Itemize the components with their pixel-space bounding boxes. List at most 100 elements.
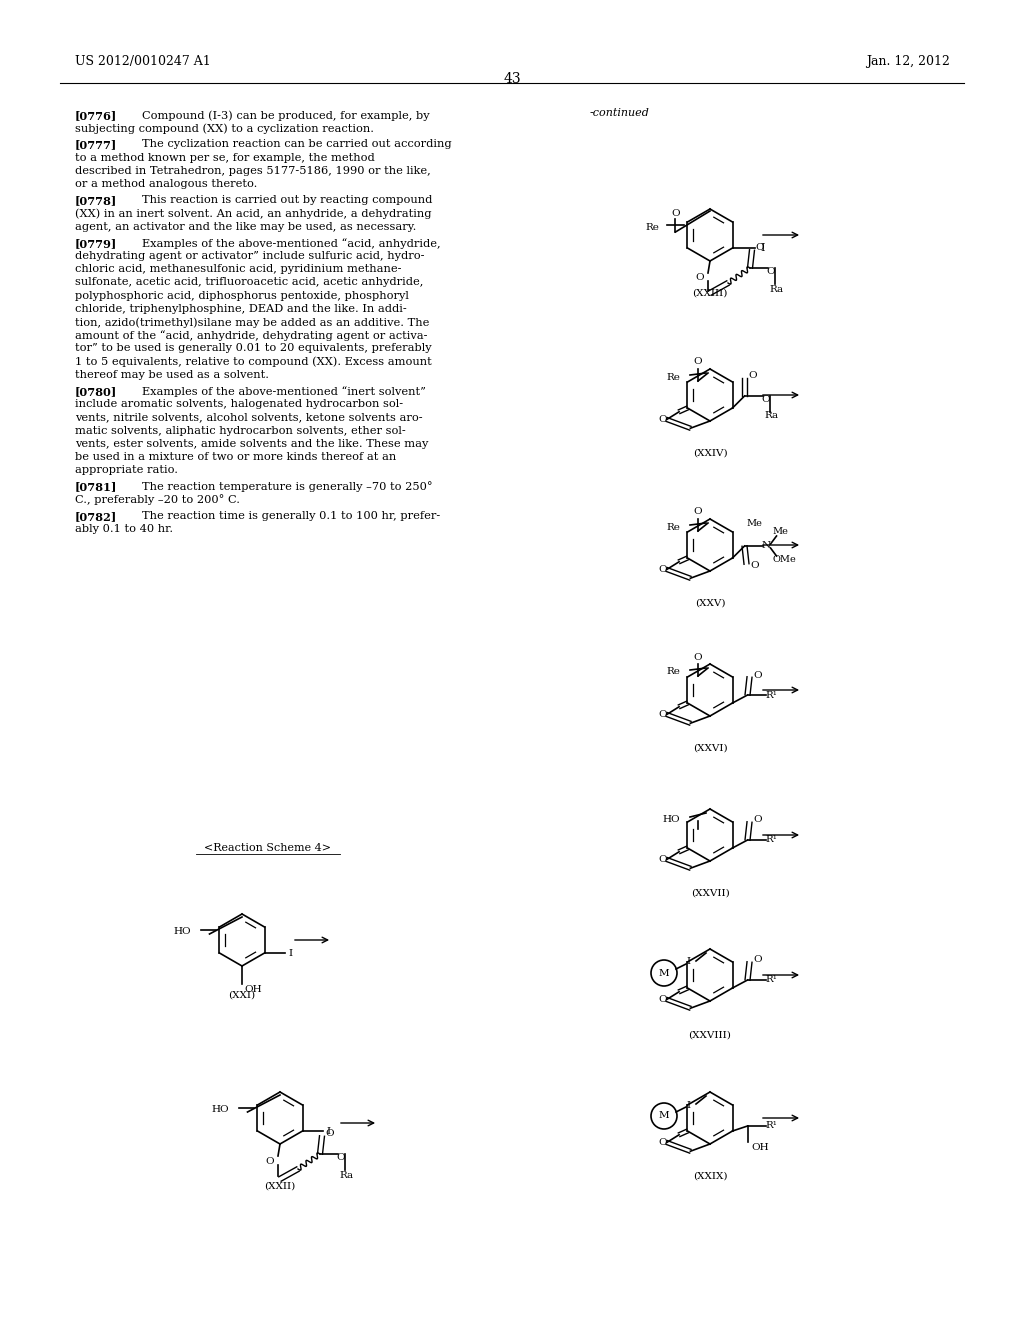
Text: include aromatic solvents, halogenated hydrocarbon sol-: include aromatic solvents, halogenated h…	[75, 399, 403, 409]
Text: O: O	[754, 816, 762, 825]
Text: 1 to 5 equivalents, relative to compound (XX). Excess amount: 1 to 5 equivalents, relative to compound…	[75, 356, 432, 367]
Text: (XXII): (XXII)	[264, 1181, 296, 1191]
Text: Ra: Ra	[770, 285, 784, 294]
Text: be used in a mixture of two or more kinds thereof at an: be used in a mixture of two or more kind…	[75, 451, 396, 462]
Text: HO: HO	[174, 928, 191, 936]
Text: I: I	[687, 957, 691, 966]
Text: [0780]: [0780]	[75, 385, 118, 397]
Text: (XX) in an inert solvent. An acid, an anhydride, a dehydrating: (XX) in an inert solvent. An acid, an an…	[75, 209, 431, 219]
Text: US 2012/0010247 A1: US 2012/0010247 A1	[75, 55, 211, 69]
Text: O: O	[658, 855, 667, 865]
Text: appropriate ratio.: appropriate ratio.	[75, 465, 178, 475]
Text: Me: Me	[772, 528, 788, 536]
Text: to a method known per se, for example, the method: to a method known per se, for example, t…	[75, 153, 375, 162]
Text: [0782]: [0782]	[75, 511, 118, 521]
Text: O: O	[693, 507, 702, 516]
Text: Re: Re	[667, 372, 680, 381]
Text: O: O	[326, 1130, 334, 1138]
Text: Re: Re	[667, 523, 680, 532]
Text: O: O	[658, 1138, 667, 1147]
Text: [0777]: [0777]	[75, 140, 118, 150]
Text: N: N	[762, 541, 771, 550]
Text: [0779]: [0779]	[75, 238, 118, 248]
Text: matic solvents, aliphatic hydrocarbon solvents, ether sol-: matic solvents, aliphatic hydrocarbon so…	[75, 425, 406, 436]
Text: O: O	[658, 710, 667, 719]
Text: thereof may be used as a solvent.: thereof may be used as a solvent.	[75, 370, 269, 380]
Text: ably 0.1 to 40 hr.: ably 0.1 to 40 hr.	[75, 524, 173, 535]
Text: I: I	[687, 1101, 691, 1110]
Text: sulfonate, acetic acid, trifluoroacetic acid, acetic anhydride,: sulfonate, acetic acid, trifluoroacetic …	[75, 277, 423, 288]
Text: Re: Re	[645, 223, 659, 231]
Text: O: O	[754, 956, 762, 965]
Text: R¹: R¹	[766, 1122, 777, 1130]
Text: The cyclization reaction can be carried out according: The cyclization reaction can be carried …	[142, 140, 452, 149]
Text: I: I	[289, 949, 293, 957]
Text: The reaction temperature is generally –70 to 250°: The reaction temperature is generally –7…	[142, 482, 432, 492]
Text: Examples of the above-mentioned “acid, anhydride,: Examples of the above-mentioned “acid, a…	[142, 238, 440, 248]
Text: O: O	[265, 1156, 274, 1166]
Text: R¹: R¹	[766, 975, 777, 985]
Text: R¹: R¹	[766, 690, 777, 700]
Text: OH: OH	[752, 1143, 769, 1152]
Text: O: O	[693, 358, 702, 367]
Text: O: O	[658, 565, 667, 574]
Text: chloride, triphenylphosphine, DEAD and the like. In addi-: chloride, triphenylphosphine, DEAD and t…	[75, 304, 407, 314]
Text: O: O	[695, 272, 705, 281]
Text: O: O	[693, 652, 702, 661]
Text: Compound (I-3) can be produced, for example, by: Compound (I-3) can be produced, for exam…	[142, 110, 430, 120]
Text: The reaction time is generally 0.1 to 100 hr, prefer-: The reaction time is generally 0.1 to 10…	[142, 511, 440, 521]
Text: (XXI): (XXI)	[228, 990, 256, 999]
Text: Jan. 12, 2012: Jan. 12, 2012	[866, 55, 950, 69]
Text: O: O	[658, 995, 667, 1005]
Text: chloric acid, methanesulfonic acid, pyridinium methane-: chloric acid, methanesulfonic acid, pyri…	[75, 264, 401, 275]
Text: (XXVII): (XXVII)	[690, 888, 729, 898]
Text: Ra: Ra	[340, 1171, 354, 1180]
Text: C., preferably –20 to 200° C.: C., preferably –20 to 200° C.	[75, 495, 240, 506]
Text: O: O	[756, 243, 764, 252]
Text: [0781]: [0781]	[75, 482, 118, 492]
Text: HO: HO	[663, 814, 680, 824]
Text: (XXIII): (XXIII)	[692, 289, 728, 297]
Text: amount of the “acid, anhydride, dehydrating agent or activa-: amount of the “acid, anhydride, dehydrat…	[75, 330, 427, 341]
Text: Ra: Ra	[765, 412, 778, 421]
Text: M: M	[658, 1111, 670, 1121]
Text: I: I	[327, 1126, 331, 1135]
Text: O: O	[767, 267, 775, 276]
Text: OH: OH	[244, 986, 261, 994]
Text: (XXVIII): (XXVIII)	[688, 1031, 731, 1040]
Text: 43: 43	[503, 73, 521, 86]
Text: HO: HO	[212, 1106, 229, 1114]
Text: O: O	[658, 414, 667, 424]
Text: tor” to be used is generally 0.01 to 20 equivalents, preferably: tor” to be used is generally 0.01 to 20 …	[75, 343, 432, 354]
Text: described in Tetrahedron, pages 5177-5186, 1990 or the like,: described in Tetrahedron, pages 5177-518…	[75, 166, 431, 176]
Text: [0778]: [0778]	[75, 195, 118, 206]
Text: (XXIV): (XXIV)	[692, 449, 727, 458]
Text: (XXIX): (XXIX)	[693, 1172, 727, 1180]
Text: OMe: OMe	[773, 556, 797, 565]
Text: vents, nitrile solvents, alcohol solvents, ketone solvents aro-: vents, nitrile solvents, alcohol solvent…	[75, 412, 423, 422]
Text: Examples of the above-mentioned “inert solvent”: Examples of the above-mentioned “inert s…	[142, 385, 426, 397]
Text: or a method analogous thereto.: or a method analogous thereto.	[75, 180, 257, 189]
Text: agent, an activator and the like may be used, as necessary.: agent, an activator and the like may be …	[75, 222, 417, 231]
Text: This reaction is carried out by reacting compound: This reaction is carried out by reacting…	[142, 195, 432, 205]
Text: O: O	[337, 1152, 345, 1162]
Text: tion, azido(trimethyl)silane may be added as an additive. The: tion, azido(trimethyl)silane may be adde…	[75, 317, 429, 327]
Text: dehydrating agent or activator” include sulfuric acid, hydro-: dehydrating agent or activator” include …	[75, 251, 425, 261]
Text: -continued: -continued	[590, 108, 650, 117]
Text: (XXV): (XXV)	[694, 598, 725, 607]
Text: O: O	[761, 395, 770, 404]
Text: O: O	[751, 561, 759, 570]
Text: (XXVI): (XXVI)	[692, 743, 727, 752]
Text: <Reaction Scheme 4>: <Reaction Scheme 4>	[205, 843, 332, 853]
Text: vents, ester solvents, amide solvents and the like. These may: vents, ester solvents, amide solvents an…	[75, 438, 428, 449]
Text: M: M	[658, 969, 670, 978]
Text: [0776]: [0776]	[75, 110, 118, 121]
Text: subjecting compound (XX) to a cyclization reaction.: subjecting compound (XX) to a cyclizatio…	[75, 123, 374, 133]
Text: polyphosphoric acid, diphosphorus pentoxide, phosphoryl: polyphosphoric acid, diphosphorus pentox…	[75, 290, 409, 301]
Text: Me: Me	[746, 520, 763, 528]
Text: O: O	[671, 209, 680, 218]
Text: R¹: R¹	[766, 836, 777, 845]
Text: Re: Re	[667, 668, 680, 676]
Text: I: I	[761, 243, 765, 253]
Text: O: O	[754, 671, 762, 680]
